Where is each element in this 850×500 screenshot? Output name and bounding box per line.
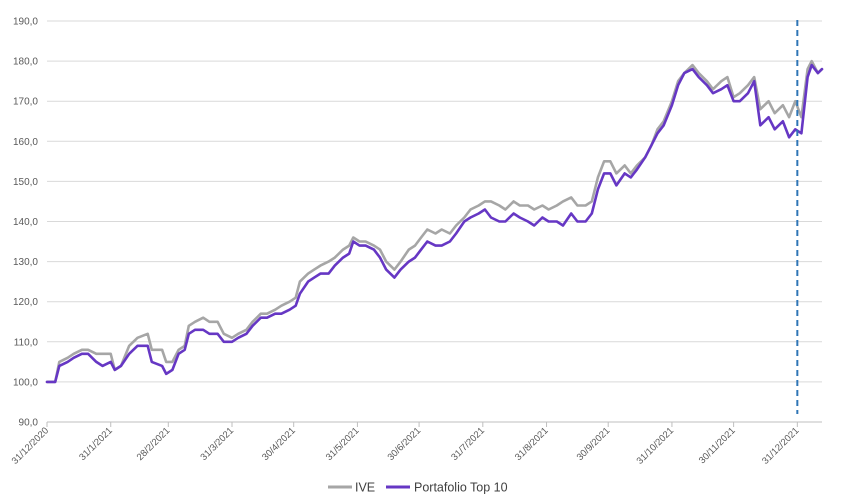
x-tick-label: 31/12/2020 xyxy=(10,425,51,466)
legend: IVE Portafolio Top 10 xyxy=(328,481,508,495)
y-tick-label: 190,0 xyxy=(13,17,38,28)
y-tick-label: 120,0 xyxy=(13,297,38,308)
gridlines xyxy=(47,20,822,423)
y-tick-label: 140,0 xyxy=(13,217,38,228)
legend-label-ive: IVE xyxy=(355,481,375,495)
x-tick-label: 31/10/2021 xyxy=(635,425,676,466)
y-tick-label: 90,0 xyxy=(19,418,39,429)
y-tick-label: 180,0 xyxy=(13,57,38,68)
y-tick-label: 130,0 xyxy=(13,257,38,268)
x-tick-label: 31/7/2021 xyxy=(449,425,487,463)
x-tick-label: 31/12/2021 xyxy=(760,425,801,466)
y-tick-label: 100,0 xyxy=(13,377,38,388)
y-tick-label: 150,0 xyxy=(13,177,38,188)
series-line-ive xyxy=(45,59,824,384)
x-tick-label: 31/1/2021 xyxy=(77,425,115,463)
x-tick-label: 30/11/2021 xyxy=(697,425,738,466)
series-line-portafolio-top-10 xyxy=(45,63,824,384)
series-lines xyxy=(45,59,824,384)
x-tick-label: 30/6/2021 xyxy=(386,425,424,463)
x-tick-label: 31/8/2021 xyxy=(513,425,551,463)
y-tick-label: 110,0 xyxy=(14,337,39,348)
y-axis-ticks: 90,0 100,0 110,0 120,0 130,0 140,0 150,0 160,0 1… xyxy=(13,17,38,429)
x-tick-label: 31/3/2021 xyxy=(198,425,236,463)
x-axis-ticks: 31/12/2020 31/1/2021 28/2/2021 31/3/2021 30/… xyxy=(10,422,801,467)
x-tick-label: 28/2/2021 xyxy=(135,425,173,463)
legend-label-portafolio-top-10: Portafolio Top 10 xyxy=(414,481,508,495)
x-tick-label: 31/5/2021 xyxy=(324,425,362,463)
x-tick-label: 30/4/2021 xyxy=(260,425,298,463)
y-tick-label: 170,0 xyxy=(13,97,38,108)
y-tick-label: 160,0 xyxy=(13,137,38,148)
x-tick-label: 30/9/2021 xyxy=(575,425,613,463)
